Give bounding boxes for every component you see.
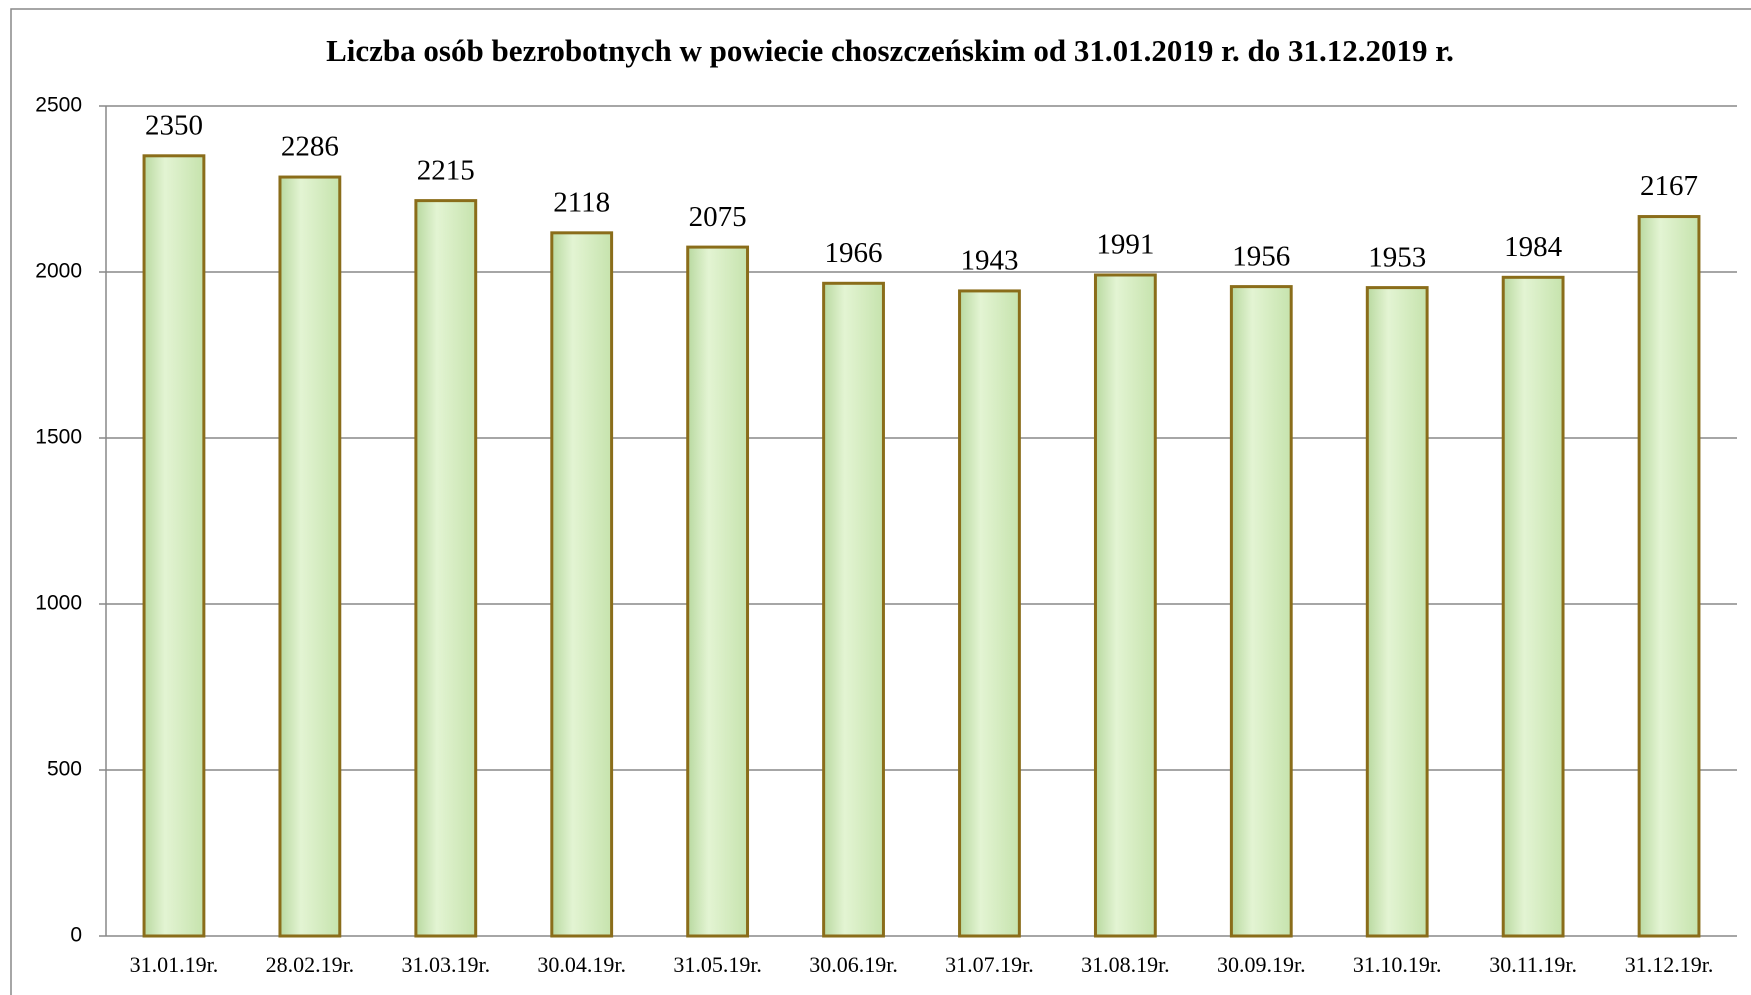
bar xyxy=(1365,286,1429,938)
value-label: 1991 xyxy=(1096,229,1154,261)
x-tick-label: 31.10.19r. xyxy=(1353,952,1442,977)
value-label: 2075 xyxy=(689,201,747,233)
x-tick-label: 31.01.19r. xyxy=(130,952,219,977)
x-tick-label: 30.04.19r. xyxy=(537,952,626,977)
y-tick-label: 2000 xyxy=(35,260,82,283)
bar xyxy=(278,175,342,938)
y-tick-label: 500 xyxy=(47,758,82,781)
chart-title: Liczba osób bezrobotnych w powiecie chos… xyxy=(326,33,1454,68)
bar xyxy=(1637,215,1701,938)
y-tick-label: 2500 xyxy=(35,94,82,117)
bar xyxy=(822,281,885,938)
x-tick-label: 30.11.19r. xyxy=(1489,952,1577,977)
value-label: 2118 xyxy=(553,186,610,218)
value-label: 1966 xyxy=(825,237,883,269)
bar xyxy=(142,154,206,938)
value-label: 1984 xyxy=(1504,231,1563,263)
value-label: 2215 xyxy=(417,154,475,186)
value-label: 1953 xyxy=(1368,241,1426,273)
chart-frame xyxy=(10,8,1751,995)
x-tick-label: 31.08.19r. xyxy=(1081,952,1170,977)
x-tick-label: 28.02.19r. xyxy=(266,952,355,977)
y-tick-label: 0 xyxy=(70,924,82,947)
x-tick-label: 30.09.19r. xyxy=(1217,952,1306,977)
bar xyxy=(1229,285,1293,938)
value-label: 2350 xyxy=(145,109,203,141)
x-tick-label: 30.06.19r. xyxy=(809,952,898,977)
x-tick-label: 31.05.19r. xyxy=(673,952,762,977)
x-tick-label: 31.07.19r. xyxy=(945,952,1034,977)
value-label: 1956 xyxy=(1232,240,1290,272)
bar xyxy=(1501,275,1565,938)
bar xyxy=(414,199,478,938)
value-label: 2167 xyxy=(1640,170,1698,202)
x-tick-label: 31.03.19r. xyxy=(401,952,490,977)
bar xyxy=(1093,273,1157,938)
y-tick-label: 1500 xyxy=(35,426,82,449)
bar xyxy=(550,231,614,938)
bar xyxy=(686,245,750,938)
value-label: 2286 xyxy=(281,131,339,163)
x-tick-label: 31.12.19r. xyxy=(1625,952,1714,977)
y-tick-label: 1000 xyxy=(35,592,82,615)
bar xyxy=(958,289,1021,938)
value-label: 1943 xyxy=(960,245,1018,277)
